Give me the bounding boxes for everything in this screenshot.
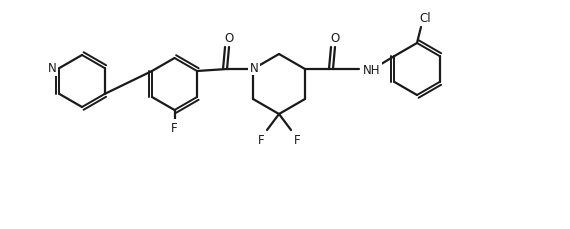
Text: F: F xyxy=(258,134,264,147)
Text: N: N xyxy=(250,61,258,74)
Text: F: F xyxy=(294,134,300,147)
Text: O: O xyxy=(331,31,340,44)
Text: N: N xyxy=(48,62,56,75)
Text: NH: NH xyxy=(363,63,381,76)
Text: O: O xyxy=(225,31,234,44)
Text: Cl: Cl xyxy=(419,11,431,25)
Text: F: F xyxy=(171,121,178,134)
